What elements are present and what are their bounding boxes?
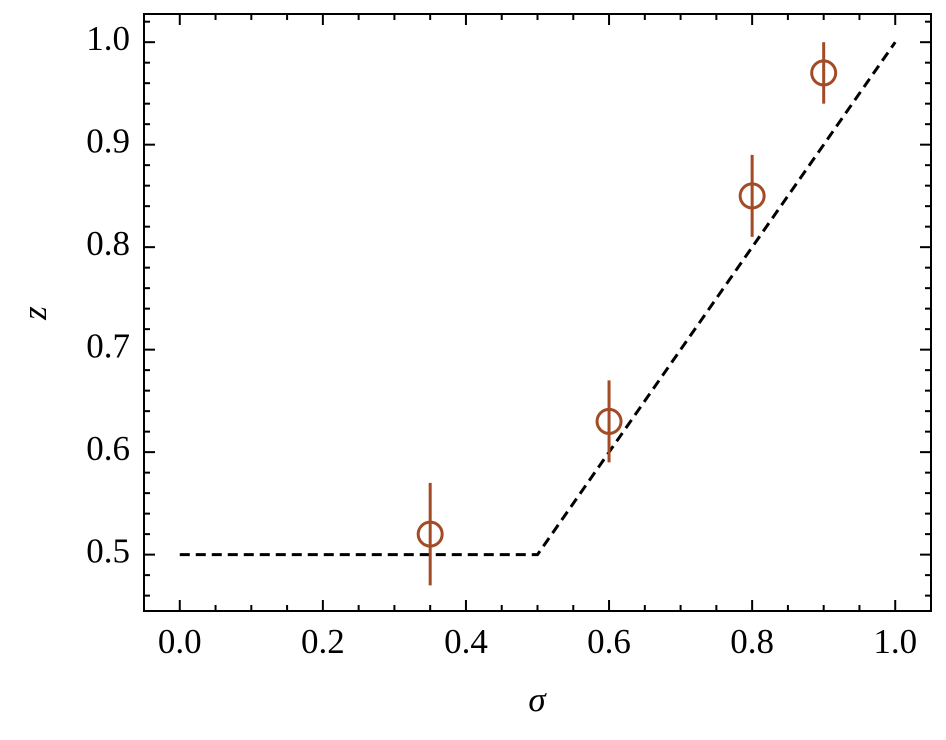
y-tick-label: 0.9 bbox=[86, 122, 130, 161]
plot-frame bbox=[143, 13, 932, 612]
data-point bbox=[416, 520, 444, 548]
y-tick-label: 0.5 bbox=[86, 532, 130, 571]
data-point bbox=[595, 407, 623, 435]
y-axis-label: z bbox=[15, 306, 54, 321]
x-tick-label: 0.8 bbox=[730, 622, 774, 661]
x-tick-label: 0.6 bbox=[587, 622, 631, 661]
y-tick-label: 0.6 bbox=[86, 429, 130, 468]
x-tick-label: 1.0 bbox=[873, 622, 917, 661]
y-tick-label: 0.7 bbox=[86, 327, 130, 366]
x-axis-label: σ bbox=[528, 680, 547, 719]
reference-line bbox=[179, 41, 897, 557]
data-point bbox=[738, 182, 766, 210]
y-tick-label: 0.8 bbox=[86, 224, 130, 263]
data-point bbox=[810, 59, 838, 87]
x-tick-label: 0.4 bbox=[444, 622, 488, 661]
y-tick-label: 1.0 bbox=[86, 19, 130, 58]
x-tick-label: 0.2 bbox=[301, 622, 345, 661]
x-tick-label: 0.0 bbox=[158, 622, 202, 661]
